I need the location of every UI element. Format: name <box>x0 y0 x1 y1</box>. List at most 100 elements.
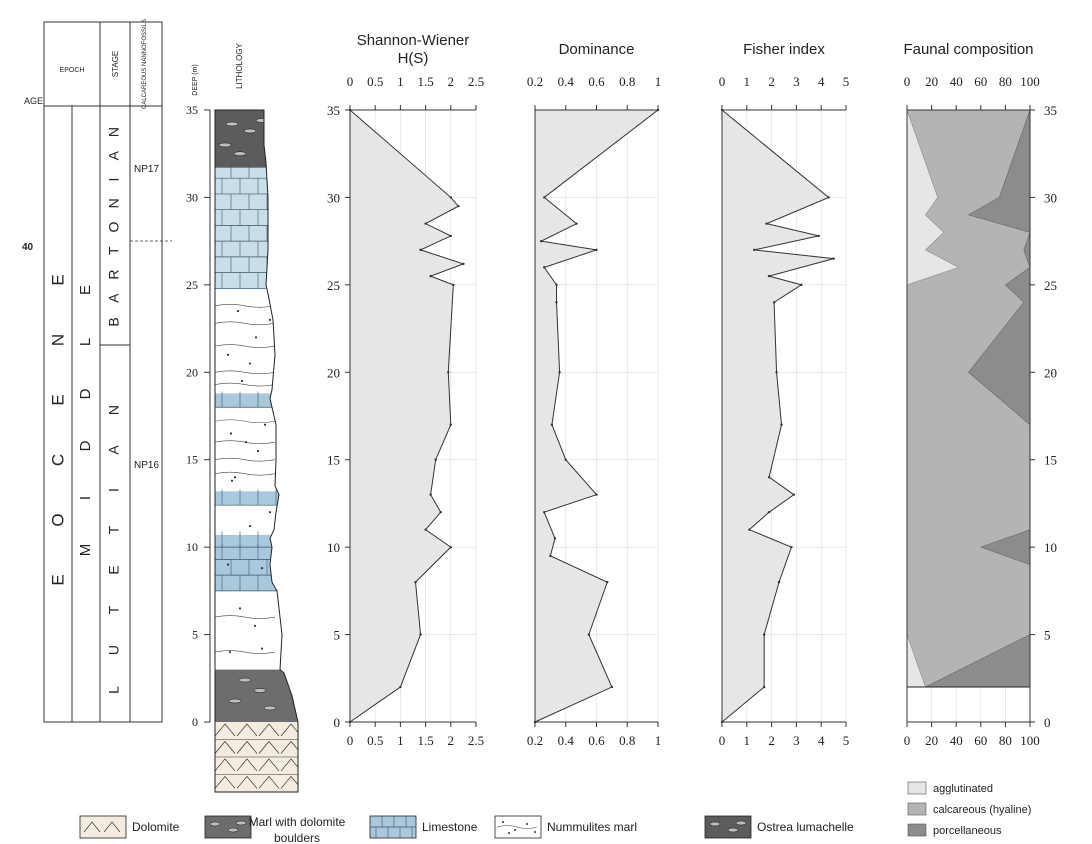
data-point <box>555 283 558 287</box>
data-point <box>449 423 452 426</box>
data-point <box>792 493 796 496</box>
bottom-tick-label: 40 <box>950 733 963 748</box>
strat-letter: L <box>77 338 94 346</box>
strat-letter: E <box>48 574 67 585</box>
bottom-tick-label: 1 <box>397 733 404 748</box>
legend-swatch-limestone <box>369 815 417 839</box>
bottom-tick-label: 100 <box>1020 733 1040 748</box>
data-point <box>449 545 452 549</box>
chart-panel-1: Shannon-WienerH(S)000.50.5111.51.5222.52… <box>327 32 484 748</box>
top-tick-label: 0.8 <box>619 74 635 89</box>
bottom-tick-label: 1 <box>655 733 662 748</box>
chart-title: Fisher index <box>743 41 825 58</box>
strat-letter: B <box>106 317 122 326</box>
agglutinated-area <box>906 109 960 688</box>
data-point <box>827 196 830 199</box>
data-point <box>434 458 437 461</box>
area-fill <box>535 110 658 722</box>
data-point <box>765 222 768 225</box>
top-tick-label: 40 <box>950 74 963 89</box>
data-point <box>748 528 751 531</box>
stage-header: STAGE <box>111 51 120 78</box>
strat-letter: A <box>106 150 122 160</box>
data-point <box>555 301 558 304</box>
data-point <box>575 222 578 225</box>
data-point <box>399 685 402 689</box>
top-tick-label: 5 <box>843 74 850 89</box>
legend-label: Dolomite <box>132 820 180 834</box>
age-value-40: 40 <box>22 242 34 253</box>
legend-label-line1: Marl with dolomite <box>249 815 346 829</box>
strat-letter: E <box>48 274 67 285</box>
data-point <box>553 537 557 540</box>
bottom-tick-label: 0.8 <box>619 733 635 748</box>
strat-letter: T <box>106 605 122 614</box>
left-tick-label: 15 <box>327 453 340 468</box>
chart-panel-2: Dominance 0.2 0.2 0.4 0.4 0.6 0.6 0.8 0.8 1 1 <box>527 41 661 748</box>
strat-letter: N <box>106 198 122 208</box>
top-tick-label: 1 <box>744 74 751 89</box>
bottom-tick-label: 0 <box>719 733 726 748</box>
chart-title: H(S) <box>398 50 429 67</box>
strat-letter: T <box>106 525 122 534</box>
data-point <box>800 283 803 287</box>
chart-panel-4: Faunal composition 0 5 10 15 20 25 30 35 0 0 20 20 40… <box>903 41 1057 748</box>
top-tick-label: 1.5 <box>417 74 433 89</box>
bottom-tick-label: 5 <box>843 733 850 748</box>
data-point <box>462 262 465 266</box>
right-tick-label: 20 <box>1044 365 1057 380</box>
data-point <box>550 423 554 426</box>
data-point <box>558 371 561 374</box>
area-fill <box>350 110 464 722</box>
legend-label: Nummulites marl <box>547 820 637 834</box>
data-point <box>429 493 432 496</box>
stratigraphic-column: AGE 40 EPOCH STAGE CALCAREOUS NANNOFOSSI… <box>22 19 172 723</box>
subepoch-letters: E L D D I M <box>77 285 94 556</box>
depth-tick-label: 5 <box>192 628 198 642</box>
data-point <box>587 633 591 636</box>
right-tick-label: 30 <box>1044 190 1057 205</box>
data-point <box>832 257 835 260</box>
data-point <box>780 423 783 426</box>
chart-title: Dominance <box>559 41 635 58</box>
top-tick-label: 4 <box>818 74 825 89</box>
epoch-letters: E N E C O E <box>48 274 67 585</box>
strat-letter: T <box>106 246 122 255</box>
lithology-label: LITHOLOGY <box>235 42 244 88</box>
depth-tick-label: 25 <box>186 278 198 292</box>
data-point <box>595 248 598 252</box>
top-tick-label: 0 <box>904 74 911 89</box>
data-point <box>606 580 609 584</box>
strat-letter: E <box>77 285 94 295</box>
left-tick-label: 30 <box>327 190 340 205</box>
depth-tick-label: 10 <box>186 540 198 554</box>
bottom-tick-label: 3 <box>793 733 800 748</box>
bottom-tick-label: 60 <box>974 733 987 748</box>
strat-letter: N <box>106 405 122 415</box>
depth-tick-label: 20 <box>186 365 198 379</box>
bottom-tick-label: 1 <box>744 733 751 748</box>
left-tick-label: 25 <box>327 278 340 293</box>
data-point <box>564 458 567 461</box>
top-tick-label: 100 <box>1020 74 1040 89</box>
right-tick-label: 15 <box>1044 453 1057 468</box>
legend-swatch-nummulites <box>494 815 542 839</box>
data-point <box>610 685 614 689</box>
data-point <box>817 234 820 238</box>
right-tick-label: 10 <box>1044 540 1057 555</box>
legend-swatch-marl <box>204 815 252 839</box>
data-line <box>721 109 834 723</box>
right-tick-label: 25 <box>1044 278 1057 293</box>
data-point <box>452 283 455 287</box>
strat-letter: E <box>48 394 67 405</box>
top-tick-label: 2 <box>448 74 455 89</box>
left-tick-label: 0 <box>334 715 341 730</box>
strat-letter: I <box>77 496 94 500</box>
bottom-tick-label: 0.5 <box>367 733 383 748</box>
lithology-column: LITHOLOGY <box>214 42 299 793</box>
left-tick-label: 5 <box>334 628 341 643</box>
faunal-legend-label: calcareous (hyaline) <box>933 804 1031 816</box>
data-point <box>767 274 771 278</box>
top-tick-label: 3 <box>793 74 800 89</box>
faunal-swatch <box>907 781 927 795</box>
